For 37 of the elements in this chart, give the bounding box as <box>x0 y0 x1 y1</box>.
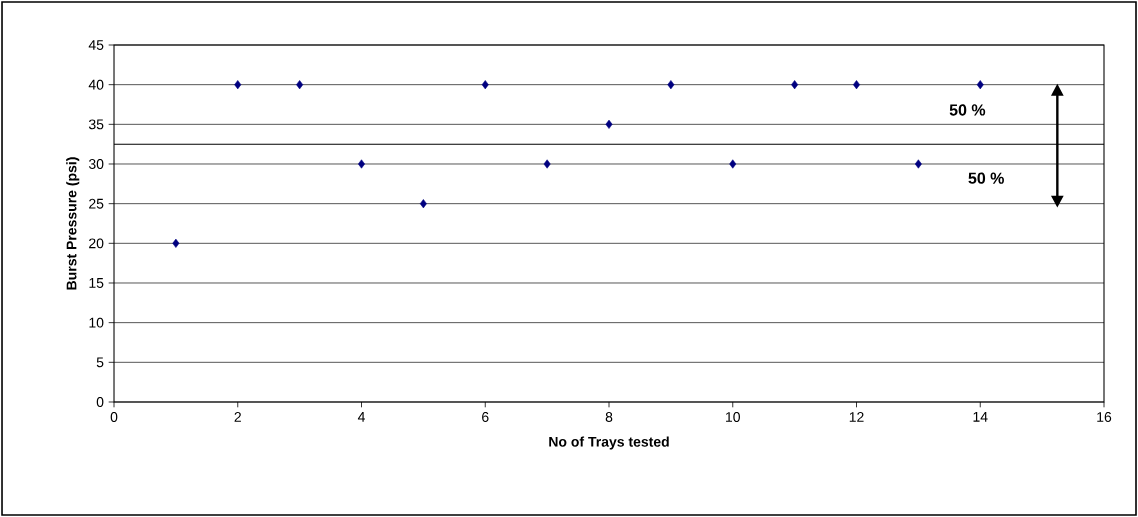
point <box>667 80 675 90</box>
point <box>419 199 427 209</box>
y-tick-label: 40 <box>88 79 104 90</box>
annotation: 50 % <box>968 172 1004 184</box>
point <box>481 80 489 90</box>
point <box>234 80 242 90</box>
x-tick-label: 0 <box>110 412 118 422</box>
x-tick-label: 8 <box>605 412 613 422</box>
point <box>543 159 551 169</box>
point <box>791 80 799 90</box>
y-tick-label: 20 <box>89 238 104 249</box>
y-tick-label: 0 <box>96 397 104 407</box>
y-tick-label: 45 <box>88 40 104 50</box>
y-axis-title: Burst Pressure (psi) <box>66 157 80 290</box>
x-tick-label: 16 <box>1097 412 1112 422</box>
x-tick-label: 2 <box>234 412 241 422</box>
x-tick-label: 12 <box>849 412 864 422</box>
x-tick-label: 6 <box>482 412 489 422</box>
y-tick-label: 30 <box>88 159 104 169</box>
y-tick-label: 5 <box>96 357 104 368</box>
point <box>296 80 304 90</box>
x-axis-title: No of Trays tested <box>549 436 669 450</box>
point <box>729 159 737 169</box>
x-tick-label: 14 <box>973 412 988 422</box>
point <box>358 159 365 169</box>
annotation: 50 % <box>949 104 986 116</box>
x-tick-label: 4 <box>357 412 365 422</box>
y-tick-label: 15 <box>89 278 104 288</box>
x-tick-label: 10 <box>726 412 740 422</box>
point <box>605 119 613 129</box>
y-tick-label: 35 <box>88 119 104 130</box>
point <box>976 80 984 90</box>
y-tick-label: 10 <box>89 317 104 328</box>
y-tick-label: 25 <box>89 198 104 209</box>
point <box>172 238 180 248</box>
point <box>914 159 922 169</box>
point <box>853 80 860 90</box>
